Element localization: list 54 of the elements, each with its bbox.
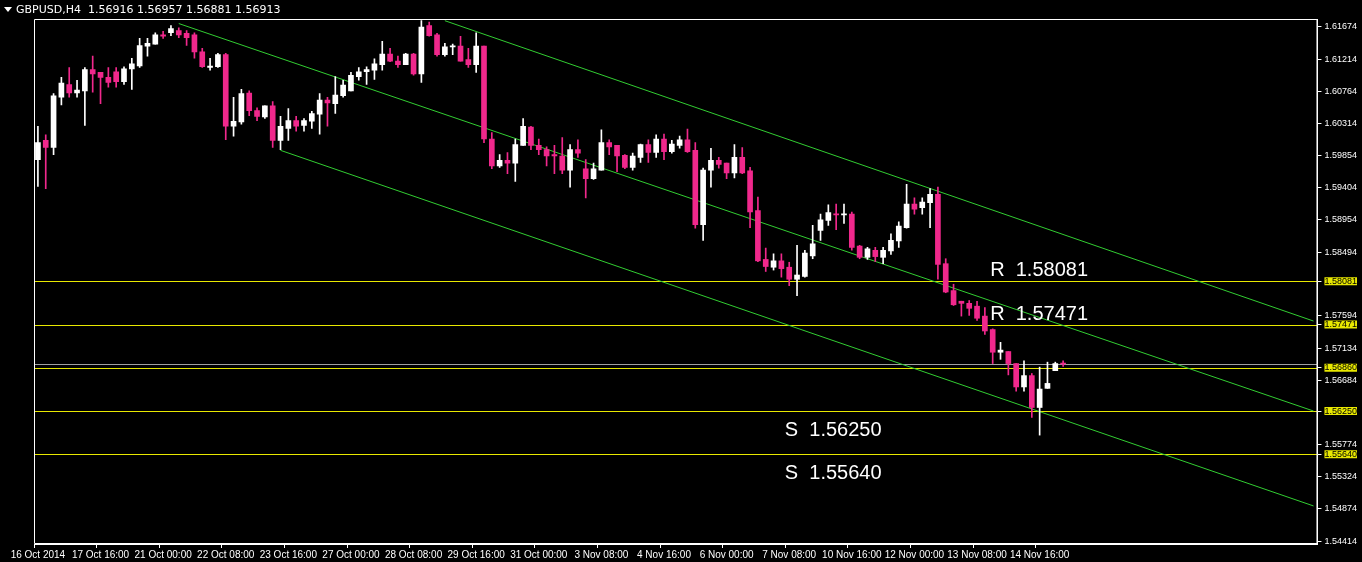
y-tick-label: 1.57471 xyxy=(1324,319,1358,330)
x-tick-label: 14 Nov 16:00 xyxy=(1009,548,1070,560)
ref-line-label: R 1.58081 xyxy=(990,258,1089,281)
y-tick-label: 1.60314 xyxy=(1324,117,1358,128)
y-tick-label: 1.58954 xyxy=(1324,213,1358,224)
candlestick xyxy=(332,76,339,114)
x-tick-label: 10 Nov 16:00 xyxy=(822,548,882,560)
y-tick-label: 1.55774 xyxy=(1324,439,1358,450)
x-tick-label: 16 Oct 2014 xyxy=(10,548,66,560)
x-tick-label: 23 Oct 16:00 xyxy=(259,548,318,560)
x-tick-label: 12 Nov 00:00 xyxy=(884,548,945,560)
x-tick-label: 17 Oct 16:00 xyxy=(71,548,130,560)
y-tick-label: 1.58494 xyxy=(1324,246,1358,257)
candlestick xyxy=(74,79,80,98)
x-tick-label: 31 Oct 00:00 xyxy=(510,548,568,560)
candlestick xyxy=(833,203,839,231)
y-tick-label: 1.56250 xyxy=(1324,405,1358,416)
candlestick xyxy=(927,188,933,228)
x-tick-label: 7 Nov 08:00 xyxy=(762,548,817,560)
y-tick-label: 1.55640 xyxy=(1324,448,1358,459)
x-tick-label: 21 Oct 00:00 xyxy=(134,548,193,560)
ref-line-label: S 1.56250 xyxy=(784,418,882,441)
y-tick-label: 1.57134 xyxy=(1324,342,1358,353)
y-tick-label: 1.58081 xyxy=(1324,275,1358,286)
candlestick xyxy=(89,55,96,93)
x-tick-label: 29 Oct 16:00 xyxy=(447,548,506,560)
y-tick-label: 1.57594 xyxy=(1324,310,1358,321)
y-tick-label: 1.54874 xyxy=(1324,502,1358,513)
candlestick xyxy=(42,134,49,189)
candlestick xyxy=(207,57,213,71)
y-tick-label: 1.61674 xyxy=(1324,21,1358,32)
y-tick-label: 1.55324 xyxy=(1324,471,1358,482)
x-tick-label: 3 Nov 08:00 xyxy=(574,548,629,560)
candlestick xyxy=(129,57,135,90)
candlestick xyxy=(575,139,581,158)
y-tick-label: 1.59854 xyxy=(1324,150,1358,161)
candlestick xyxy=(160,31,166,39)
x-tick-label: 4 Nov 16:00 xyxy=(637,548,692,560)
y-tick-label: 1.60764 xyxy=(1324,85,1358,96)
x-tick-label: 22 Oct 08:00 xyxy=(197,548,255,560)
candlestick xyxy=(841,203,847,224)
y-tick-label: 1.56860 xyxy=(1324,362,1358,373)
x-tick-label: 28 Oct 08:00 xyxy=(384,548,443,560)
candlestick xyxy=(794,244,800,296)
x-tick-label: 13 Nov 08:00 xyxy=(947,548,1008,560)
y-tick-label: 1.56684 xyxy=(1324,374,1358,385)
chart-title: GBPUSD,H4 1.56916 1.56957 1.56881 1.56913 xyxy=(16,3,281,16)
y-tick-label: 1.54414 xyxy=(1324,535,1358,546)
ref-line-label: S 1.55640 xyxy=(784,461,882,484)
x-tick-label: 27 Oct 00:00 xyxy=(322,548,381,560)
x-tick-label: 6 Nov 00:00 xyxy=(699,548,754,560)
y-tick-label: 1.61214 xyxy=(1324,53,1358,64)
y-tick-label: 1.59404 xyxy=(1324,182,1358,193)
ref-line-label: R 1.57471 xyxy=(990,301,1089,324)
